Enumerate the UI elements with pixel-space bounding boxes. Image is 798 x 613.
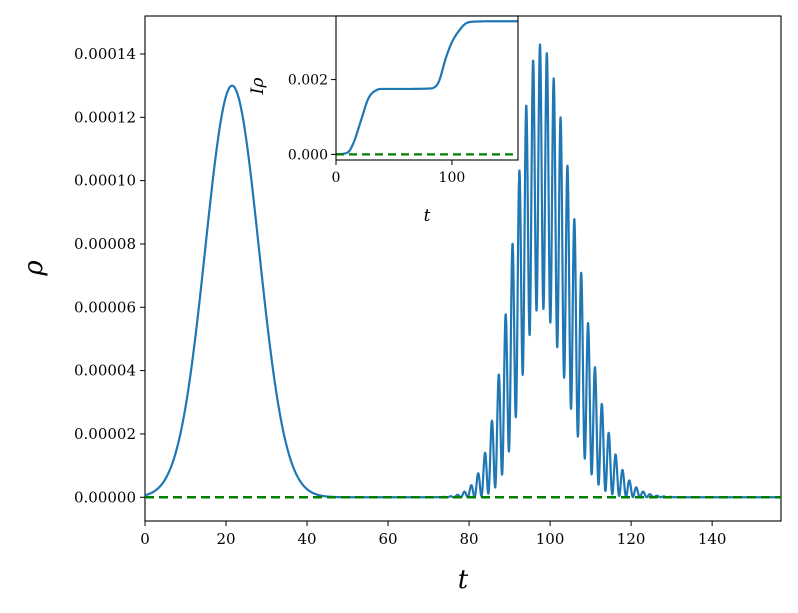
main-y-tick-label: 0.00012 xyxy=(74,108,136,126)
main-y-ticks: 0.00000 0.00002 0.00004 0.00006 0.00008 0.000… xyxy=(74,45,145,506)
main-x-tick-label: 40 xyxy=(297,530,316,548)
main-x-tick-label: 80 xyxy=(460,530,479,548)
main-y-tick-label: 0.00010 xyxy=(74,172,136,190)
inset-axes: 0 100 0.000 0.002 t Iρ xyxy=(248,15,519,226)
inset-plot-frame xyxy=(335,15,519,161)
main-y-tick-label: 0.00008 xyxy=(74,235,136,253)
main-y-tick-label: 0.00000 xyxy=(74,488,136,506)
main-y-tick-label: 0.00002 xyxy=(74,425,136,443)
main-x-tick-label: 0 xyxy=(140,530,150,548)
inset-x-tick-label: 0 xyxy=(332,170,341,186)
main-y-tick-label: 0.00004 xyxy=(74,362,136,380)
inset-x-ticks: 0 100 xyxy=(332,160,466,186)
inset-background xyxy=(336,16,518,182)
main-series-lines xyxy=(144,43,782,499)
inset-y-ticks: 0.000 0.002 xyxy=(288,73,336,163)
main-x-tick-label: 100 xyxy=(536,530,565,548)
main-axes: 0 20 40 60 80 100 120 140 0.00000 0.00002 0.00004… xyxy=(19,15,782,595)
main-x-ticks: 0 20 40 60 80 100 120 140 xyxy=(140,521,726,548)
main-x-tick-label: 20 xyxy=(216,530,235,548)
main-x-tick-label: 60 xyxy=(379,530,398,548)
main-y-axis-label: ρ xyxy=(19,260,49,277)
inset-x-tick-label: 100 xyxy=(439,170,466,186)
main-x-tick-label: 140 xyxy=(698,530,727,548)
inset-integrated-rho-series xyxy=(335,20,519,156)
main-x-axis-label: t xyxy=(458,565,469,595)
inset-y-tick-label: 0.002 xyxy=(288,73,328,89)
inset-y-axis-label: Iρ xyxy=(248,78,268,96)
main-y-tick-label: 0.00006 xyxy=(74,298,136,316)
inset-series-lines xyxy=(335,20,519,156)
main-rho-series xyxy=(144,43,782,499)
main-x-tick-label: 120 xyxy=(617,530,646,548)
main-y-tick-label: 0.00014 xyxy=(74,45,136,63)
inset-x-axis-label: t xyxy=(424,206,431,226)
inset-y-tick-label: 0.000 xyxy=(288,147,328,163)
